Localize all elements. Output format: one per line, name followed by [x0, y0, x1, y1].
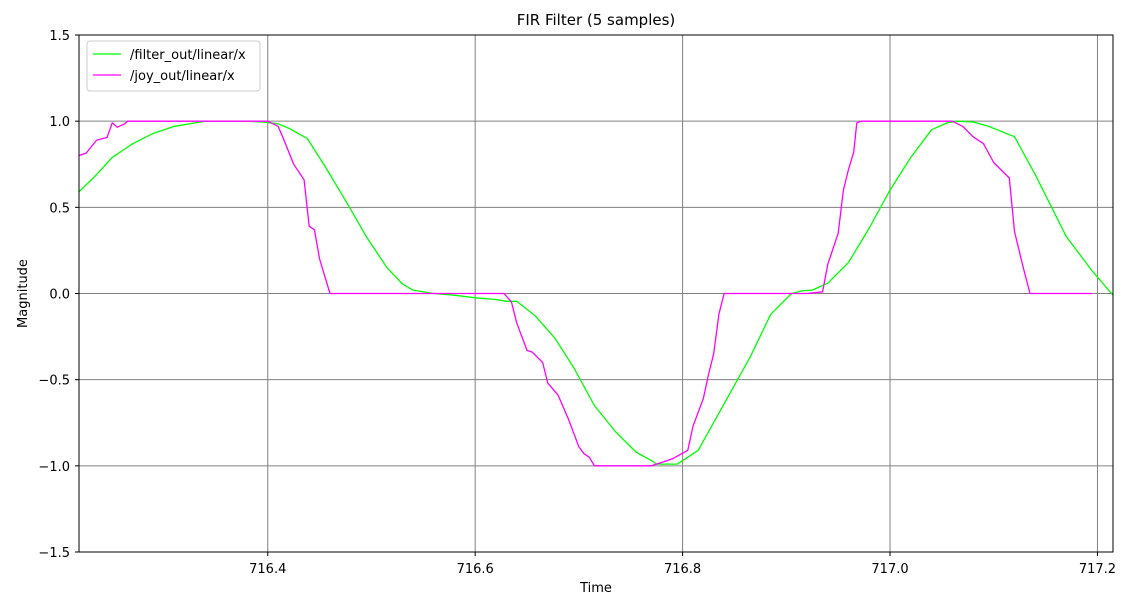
series-line-2 — [79, 120, 1093, 467]
y-tick-label: 0.0 — [49, 288, 70, 303]
legend-label: /joy_out/linear/x — [130, 69, 235, 84]
grid — [79, 35, 1113, 552]
y-tick-label: −1.5 — [38, 546, 70, 561]
y-tick-label: 1.0 — [49, 115, 70, 130]
legend-label: /filter_out/linear/x — [130, 48, 246, 63]
legend-item: /filter_out/linear/x — [93, 48, 246, 63]
legend: /filter_out/linear/x/joy_out/linear/x — [86, 40, 261, 92]
x-axis-label: Time — [579, 581, 612, 596]
ticks: 716.4 716.6 716.8 717.0 717.2 −1.5 −1.0 −0.5 0.0… — [38, 29, 1116, 577]
legend-items: /filter_out/linear/x/joy_out/linear/x — [93, 48, 246, 84]
y-tick-label: −0.5 — [38, 374, 70, 389]
x-tick-label: 716.4 — [249, 562, 286, 577]
y-tick-label: 0.5 — [49, 201, 70, 216]
legend-box — [86, 40, 261, 92]
chart-title: FIR Filter (5 samples) — [517, 11, 676, 29]
x-tick-label: 716.8 — [664, 562, 701, 577]
y-axis-label: Magnitude — [16, 259, 31, 328]
legend-item: /joy_out/linear/x — [93, 69, 235, 84]
x-tick-label: 716.6 — [457, 562, 494, 577]
y-tick-label: 1.5 — [49, 29, 70, 44]
x-tick-label: 717.0 — [871, 562, 908, 577]
y-tick-label: −1.0 — [38, 460, 70, 475]
x-tick-label: 717.2 — [1079, 562, 1116, 577]
series-layer — [79, 120, 1113, 467]
